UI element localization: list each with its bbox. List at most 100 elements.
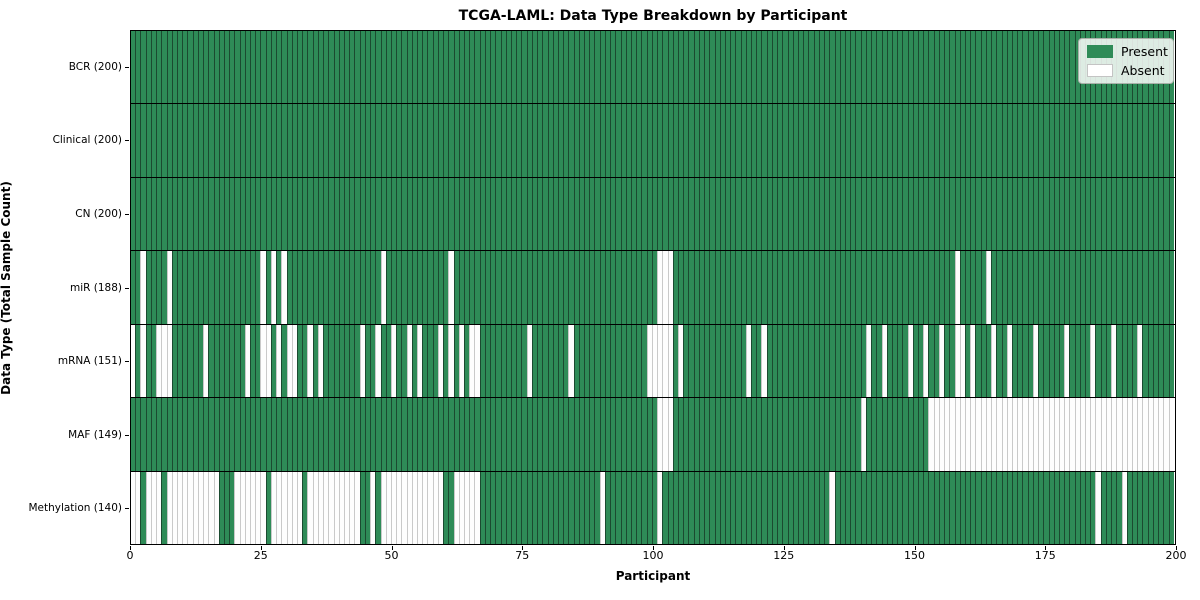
cell-present — [1163, 324, 1169, 398]
cell-absent — [944, 398, 950, 471]
cell-present — [411, 177, 418, 251]
cell-present — [756, 324, 762, 398]
cell-present — [860, 471, 866, 544]
cell-present — [651, 31, 658, 104]
cell-present — [996, 324, 1002, 398]
cell-present — [270, 398, 277, 471]
cell-present — [881, 471, 887, 544]
cell-absent — [187, 471, 193, 544]
cell-present — [1085, 177, 1091, 251]
cell-present — [886, 251, 892, 324]
cell-present — [265, 104, 271, 177]
cell-present — [610, 251, 616, 324]
cell-present — [521, 177, 527, 251]
cell-present — [818, 177, 825, 251]
cell-present — [824, 177, 830, 251]
cell-absent — [131, 471, 136, 544]
cell-present — [474, 251, 480, 324]
cell-present — [1095, 177, 1101, 251]
cell-present — [787, 177, 793, 251]
cell-present — [234, 31, 240, 104]
cell-present — [203, 104, 209, 177]
cell-present — [928, 251, 934, 324]
cell-present — [834, 324, 840, 398]
cell-present — [610, 104, 616, 177]
cell-absent — [991, 398, 997, 471]
cell-present — [401, 324, 407, 398]
cell-present — [474, 104, 480, 177]
cell-present — [161, 104, 167, 177]
cell-present — [714, 177, 720, 251]
cell-present — [229, 251, 235, 324]
cell-present — [437, 251, 444, 324]
cell-present — [1126, 471, 1132, 544]
legend-item-present: Present — [1087, 45, 1168, 58]
cell-present — [552, 398, 558, 471]
cell-present — [777, 324, 783, 398]
cell-present — [145, 104, 151, 177]
cell-absent — [469, 471, 475, 544]
cell-present — [150, 324, 157, 398]
cell-present — [1006, 251, 1012, 324]
cell-present — [203, 31, 209, 104]
cell-present — [448, 104, 454, 177]
cell-present — [709, 104, 715, 177]
cell-present — [516, 31, 522, 104]
cell-absent — [135, 471, 141, 544]
cell-absent — [959, 398, 965, 471]
cell-present — [646, 398, 652, 471]
cell-present — [970, 104, 976, 177]
cell-present — [1126, 104, 1132, 177]
cell-present — [458, 251, 464, 324]
y-tick-mark — [125, 287, 129, 289]
y-tick-mark — [125, 508, 129, 510]
cell-present — [1011, 324, 1018, 398]
cell-present — [771, 177, 778, 251]
cell-present — [302, 104, 308, 177]
cell-present — [907, 31, 913, 104]
cell-present — [1163, 177, 1169, 251]
cell-present — [813, 177, 819, 251]
cell-present — [735, 398, 741, 471]
cell-present — [479, 251, 485, 324]
cell-present — [719, 31, 725, 104]
cell-absent — [996, 398, 1002, 471]
cell-present — [223, 104, 230, 177]
cell-present — [771, 324, 778, 398]
cell-present — [1064, 471, 1070, 544]
cell-present — [871, 104, 877, 177]
cell-present — [1058, 251, 1065, 324]
cell-present — [505, 324, 511, 398]
cell-present — [688, 177, 694, 251]
cell-present — [1132, 324, 1138, 398]
y-tick-label: MAF (149) — [68, 428, 122, 441]
cell-present — [672, 398, 678, 471]
cell-present — [1038, 31, 1044, 104]
cell-present — [938, 31, 945, 104]
cell-present — [1069, 324, 1075, 398]
cell-present — [223, 471, 230, 544]
cell-present — [239, 177, 245, 251]
cell-absent — [928, 398, 934, 471]
cell-present — [1168, 471, 1174, 544]
cell-present — [255, 104, 261, 177]
cell-present — [250, 251, 256, 324]
cell-present — [620, 471, 626, 544]
cell-present — [239, 398, 245, 471]
cell-absent — [907, 324, 913, 398]
cell-present — [714, 471, 720, 544]
cell-present — [954, 471, 960, 544]
cell-present — [453, 31, 459, 104]
cell-present — [234, 104, 240, 177]
cell-present — [970, 471, 976, 544]
cell-present — [657, 31, 663, 104]
cell-present — [944, 251, 950, 324]
cell-absent — [317, 471, 324, 544]
cell-present — [641, 104, 647, 177]
cell-present — [646, 471, 652, 544]
cell-present — [871, 324, 877, 398]
cell-absent — [657, 471, 663, 544]
cell-present — [297, 104, 303, 177]
cell-present — [531, 324, 538, 398]
cell-present — [657, 104, 663, 177]
